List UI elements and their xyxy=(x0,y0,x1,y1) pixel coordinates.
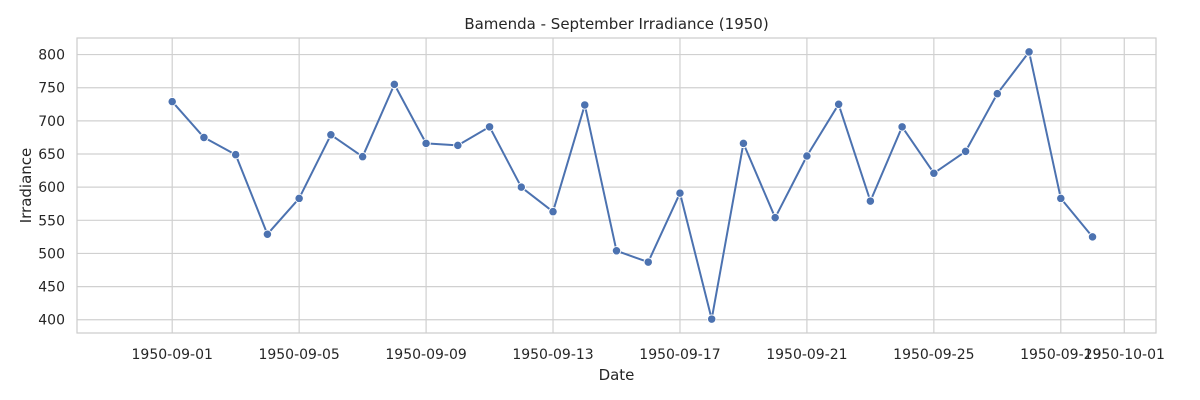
data-point xyxy=(960,146,971,157)
plot-frame xyxy=(76,37,1157,334)
x-tick-label: 1950-09-25 xyxy=(893,347,974,363)
data-point xyxy=(865,196,876,206)
data-point xyxy=(643,257,653,267)
data-point xyxy=(738,138,749,149)
x-axis-ticks: 1950-09-01 1950-09-05 1950-09-09 1950-09-13… xyxy=(132,347,1165,363)
grid xyxy=(77,38,1156,333)
data-point xyxy=(707,314,717,324)
data-point xyxy=(167,96,177,107)
y-tick-label: 500 xyxy=(38,246,65,262)
data-point xyxy=(516,182,526,192)
series-line xyxy=(171,50,1094,321)
data-point xyxy=(770,213,780,223)
chart-title: Bamenda - September Irradiance (1950) xyxy=(464,15,768,33)
y-tick-label: 400 xyxy=(38,313,65,329)
data-point xyxy=(453,140,463,151)
data-point xyxy=(897,122,907,132)
data-point xyxy=(548,207,558,217)
data-point xyxy=(580,100,590,110)
data-point xyxy=(992,89,1002,99)
y-tick-label: 750 xyxy=(38,81,65,97)
data-point xyxy=(231,150,241,160)
data-point xyxy=(833,99,844,109)
x-tick-label: 1950-09-29 xyxy=(1020,347,1101,363)
x-tick-label: 1950-09-01 xyxy=(132,347,213,363)
y-tick-label: 550 xyxy=(38,213,65,229)
data-point xyxy=(357,152,368,162)
x-tick-label: 1950-10-01 xyxy=(1084,347,1165,363)
data-point xyxy=(421,138,431,149)
data-point xyxy=(1056,193,1066,204)
x-tick-label: 1950-09-13 xyxy=(512,347,593,363)
x-tick-label: 1950-09-17 xyxy=(639,347,720,363)
y-tick-label: 600 xyxy=(38,180,65,196)
data-point xyxy=(1087,232,1098,242)
data-point xyxy=(262,229,273,239)
data-point xyxy=(611,246,622,256)
data-point xyxy=(1024,47,1034,57)
data-point xyxy=(929,168,939,178)
series-layer xyxy=(167,47,1098,324)
y-tick-label: 650 xyxy=(38,147,65,163)
y-axis-ticks: 400 450 500 550 600 650 700 750 800 xyxy=(38,48,65,329)
x-tick-label: 1950-09-05 xyxy=(258,347,339,363)
data-point xyxy=(294,193,304,204)
y-tick-label: 450 xyxy=(38,280,65,296)
data-point xyxy=(199,132,209,143)
y-tick-label: 700 xyxy=(38,114,65,130)
x-axis-title: Date xyxy=(599,366,635,384)
data-point xyxy=(326,130,336,140)
y-tick-label: 800 xyxy=(38,48,65,64)
x-tick-label: 1950-09-09 xyxy=(385,347,466,363)
data-point xyxy=(802,151,812,161)
y-axis-title: Irradiance xyxy=(17,148,35,224)
data-point xyxy=(484,122,495,132)
data-point xyxy=(389,79,400,90)
x-tick-label: 1950-09-21 xyxy=(766,347,847,363)
data-point xyxy=(675,188,685,198)
